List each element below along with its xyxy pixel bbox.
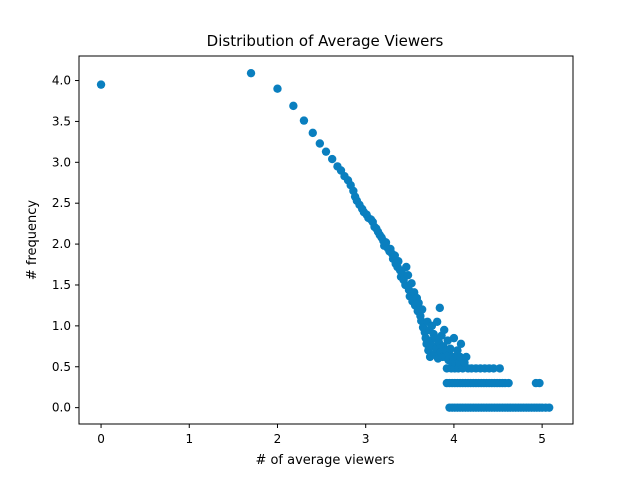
data-point [544, 403, 554, 412]
x-tick-label: 2 [274, 432, 282, 446]
x-axis: 0 1 2 3 4 5 [97, 424, 546, 446]
data-point [449, 333, 459, 343]
data-point [435, 303, 444, 313]
data-point [462, 352, 471, 362]
x-tick-label: 3 [362, 432, 370, 446]
data-point [327, 154, 337, 164]
data-point [535, 378, 544, 388]
data-point [299, 116, 309, 125]
chart-title: Distribution of Average Viewers [207, 32, 444, 50]
data-point [402, 262, 411, 272]
data-point [453, 346, 462, 355]
plot-frame [78, 55, 574, 425]
data-point [407, 279, 416, 288]
data-point [432, 317, 442, 326]
data-point [417, 305, 427, 314]
y-axis-title: # frequency [25, 200, 40, 281]
data-point [414, 298, 423, 308]
y-tick-label: 1.0 [52, 319, 71, 333]
data-point [308, 128, 317, 138]
data-point [456, 339, 466, 349]
y-tick-label: 3.5 [52, 114, 71, 128]
y-tick-label: 3.0 [52, 155, 71, 169]
data-point [289, 101, 298, 111]
x-tick-label: 1 [185, 432, 193, 446]
y-tick-label: 0.0 [52, 401, 71, 415]
y-tick-label: 4.0 [52, 74, 71, 88]
data-point [246, 68, 256, 78]
x-tick-label: 4 [450, 432, 458, 446]
y-tick-label: 2.5 [52, 196, 71, 210]
x-tick-label: 5 [538, 432, 546, 446]
y-axis: 0.0 0.5 1.0 1.5 2.0 2.5 3.0 3.5 4.0 [52, 74, 79, 415]
data-point [504, 378, 513, 388]
data-point [315, 139, 325, 148]
data-point [417, 316, 426, 326]
data-point [489, 364, 498, 373]
data-point [440, 325, 449, 335]
data-point [96, 80, 106, 89]
data-point [455, 352, 465, 362]
data-point [273, 84, 282, 93]
points-layer [96, 68, 554, 412]
x-axis-title: # of average viewers [255, 453, 394, 468]
y-tick-label: 0.5 [52, 360, 71, 374]
data-point [446, 344, 455, 353]
data-point [321, 147, 331, 156]
data-point [403, 270, 413, 280]
x-tick-label: 0 [97, 432, 105, 446]
y-tick-label: 2.0 [52, 237, 71, 251]
data-point [394, 257, 403, 266]
y-tick-label: 1.5 [52, 278, 71, 292]
data-point [495, 364, 504, 373]
